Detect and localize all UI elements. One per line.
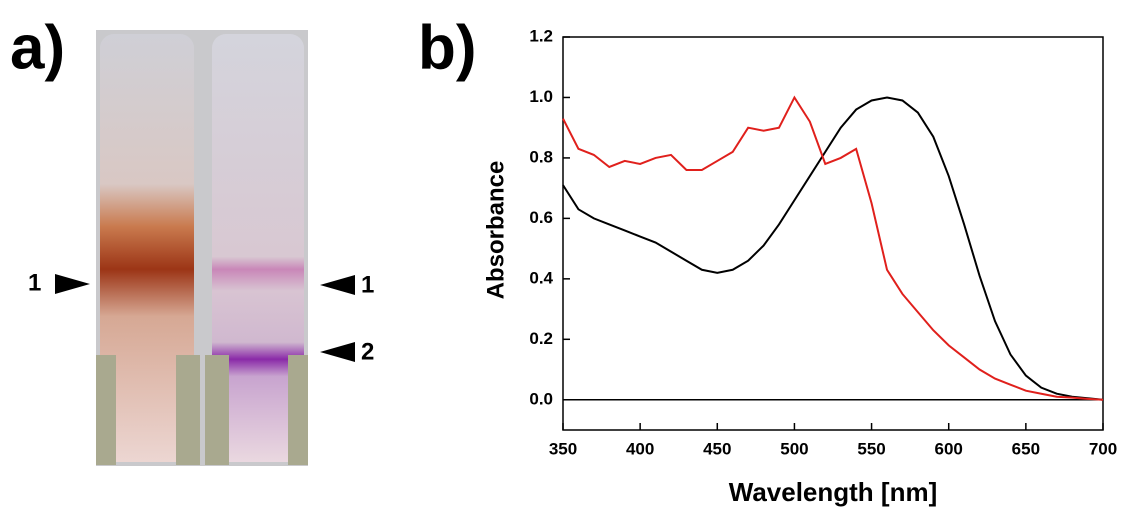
x-tick-label: 500: [780, 439, 808, 458]
arrow: [320, 342, 355, 362]
x-tick-label: 350: [549, 439, 577, 458]
series-line: [562, 95, 1104, 401]
y-tick-label: 0.8: [529, 147, 553, 166]
x-tick-label: 400: [626, 439, 654, 458]
x-axis-label: Wavelength [nm]: [729, 477, 937, 507]
y-tick-label: 0.4: [529, 268, 553, 287]
y-tick-label: 0.2: [529, 329, 553, 348]
x-tick-label: 650: [1012, 439, 1040, 458]
y-tick-label: 1.2: [529, 26, 553, 45]
holder: [205, 355, 229, 465]
y-tick-label: 0.6: [529, 208, 553, 227]
band-label: 1: [28, 269, 41, 296]
tube: [100, 34, 194, 462]
tube: [212, 34, 304, 462]
series-line: [562, 96, 1104, 401]
band-label: 1: [361, 271, 374, 298]
holder: [96, 355, 116, 465]
x-tick-label: 700: [1089, 439, 1117, 458]
arrow: [320, 275, 355, 295]
x-tick-label: 450: [703, 439, 731, 458]
y-tick-label: 1.0: [529, 87, 553, 106]
holder: [176, 355, 200, 465]
x-tick-label: 550: [857, 439, 885, 458]
panel-label: b): [418, 13, 477, 82]
panel-label: a): [10, 13, 65, 82]
arrow: [55, 274, 90, 294]
holder: [288, 355, 308, 465]
y-tick-label: 0.0: [529, 389, 553, 408]
plot-frame: [562, 36, 1104, 431]
band-label: 2: [361, 338, 374, 365]
x-tick-label: 600: [935, 439, 963, 458]
y-axis-label: Absorbance: [482, 161, 509, 300]
